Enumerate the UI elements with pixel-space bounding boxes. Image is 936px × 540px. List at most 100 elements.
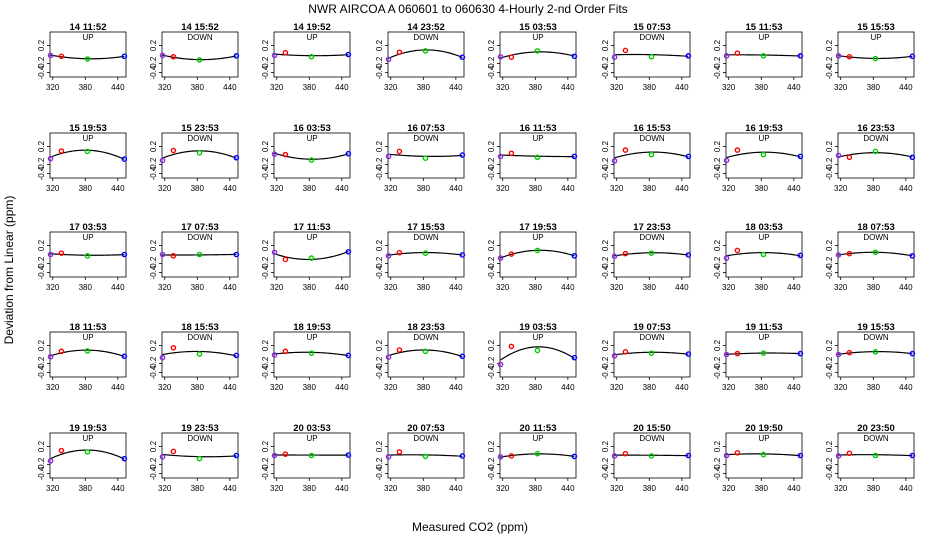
y-tick-label: 0.2: [149, 239, 158, 251]
x-tick-label: 380: [755, 383, 769, 392]
x-tick-label: 320: [496, 383, 510, 392]
panel-direction-label: UP: [306, 333, 317, 342]
data-point: [846, 154, 853, 161]
x-tick-label: 440: [787, 184, 801, 193]
y-tick-label: -0.4: [601, 265, 610, 279]
data-point: [282, 348, 289, 355]
y-tick-label: -0.2: [713, 457, 722, 471]
x-tick-label: 320: [496, 484, 510, 493]
x-tick-label: 320: [158, 383, 172, 392]
data-point: [84, 449, 91, 455]
data-point: [385, 454, 392, 460]
x-tick-label: 320: [610, 83, 624, 92]
panel-title: 15 03:53: [519, 22, 557, 33]
data-point: [571, 354, 578, 361]
data-point: [909, 253, 916, 259]
data-point: [611, 453, 618, 459]
data-point: [760, 451, 767, 458]
x-tick-label: 380: [417, 484, 431, 493]
x-tick-label: 440: [899, 184, 913, 193]
data-point: [121, 353, 128, 360]
data-point: [282, 256, 289, 263]
y-tick-label: -0.4: [487, 365, 496, 379]
x-tick-label: 320: [158, 83, 172, 92]
data-point: [396, 347, 403, 353]
x-tick-label: 380: [79, 184, 93, 193]
x-tick-label: 320: [834, 383, 848, 392]
y-tick-label: 0.2: [375, 239, 384, 251]
y-tick-label: -0.4: [149, 365, 158, 379]
data-point: [47, 353, 54, 360]
y-tick-label: -0.4: [713, 466, 722, 480]
x-tick-label: 440: [675, 184, 689, 193]
panel-direction-label: DOWN: [187, 333, 213, 342]
data-point: [760, 151, 767, 158]
data-point: [233, 452, 240, 459]
y-tick-label: -0.2: [375, 457, 384, 471]
y-tick-label: -0.4: [825, 365, 834, 379]
x-tick-label: 440: [449, 184, 463, 193]
panel-direction-label: DOWN: [187, 233, 213, 242]
panel-title: 20 07:53: [407, 423, 445, 434]
y-tick-label: -0.4: [149, 65, 158, 79]
panel-title: 19 07:53: [633, 322, 671, 333]
panel-title: 18 15:53: [181, 322, 219, 333]
panel-direction-label: UP: [306, 134, 317, 143]
data-point: [271, 151, 278, 157]
data-point: [497, 454, 504, 460]
y-tick-label: -0.2: [37, 157, 46, 171]
data-point: [196, 455, 203, 462]
fit-curve: [388, 454, 463, 457]
y-tick-label: -0.4: [37, 265, 46, 279]
y-tick-label: -0.2: [825, 157, 834, 171]
data-point: [58, 148, 65, 154]
data-point: [308, 53, 315, 60]
y-tick-label: 0.2: [149, 39, 158, 51]
data-point: [909, 350, 916, 357]
data-point: [797, 153, 804, 160]
x-tick-label: 380: [755, 184, 769, 193]
y-tick-label: 0.2: [37, 440, 46, 452]
x-tick-label: 380: [417, 83, 431, 92]
x-tick-label: 440: [561, 83, 575, 92]
x-tick-label: 320: [722, 484, 736, 493]
y-tick-label: -0.4: [713, 365, 722, 379]
x-tick-label: 380: [755, 83, 769, 92]
data-point: [345, 352, 352, 359]
data-point: [121, 156, 128, 162]
y-tick-label: -0.2: [487, 157, 496, 171]
y-tick-label: 0.2: [487, 140, 496, 152]
y-tick-label: 0.2: [375, 140, 384, 152]
panel-title: 15 23:53: [181, 123, 219, 134]
data-point: [648, 53, 655, 60]
y-tick-label: -0.4: [37, 466, 46, 480]
data-point: [497, 255, 504, 261]
fit-curve: [162, 253, 237, 256]
y-tick-label: -0.4: [487, 65, 496, 79]
x-tick-label: 380: [417, 283, 431, 292]
y-tick-label: -0.4: [601, 166, 610, 180]
x-tick-label: 440: [449, 83, 463, 92]
panel-direction-label: DOWN: [413, 134, 439, 143]
y-tick-label: 0.2: [825, 440, 834, 452]
data-point: [282, 49, 289, 56]
y-tick-label: -0.4: [261, 265, 270, 279]
y-tick-label: -0.4: [713, 166, 722, 180]
data-point: [170, 448, 177, 455]
data-point: [760, 350, 767, 356]
data-point: [459, 453, 466, 459]
data-point: [121, 251, 128, 258]
data-point: [159, 354, 166, 361]
panel-direction-label: DOWN: [639, 134, 665, 143]
x-tick-label: 380: [79, 83, 93, 92]
panel-direction-label: DOWN: [639, 333, 665, 342]
y-tick-label: 0.2: [825, 339, 834, 351]
